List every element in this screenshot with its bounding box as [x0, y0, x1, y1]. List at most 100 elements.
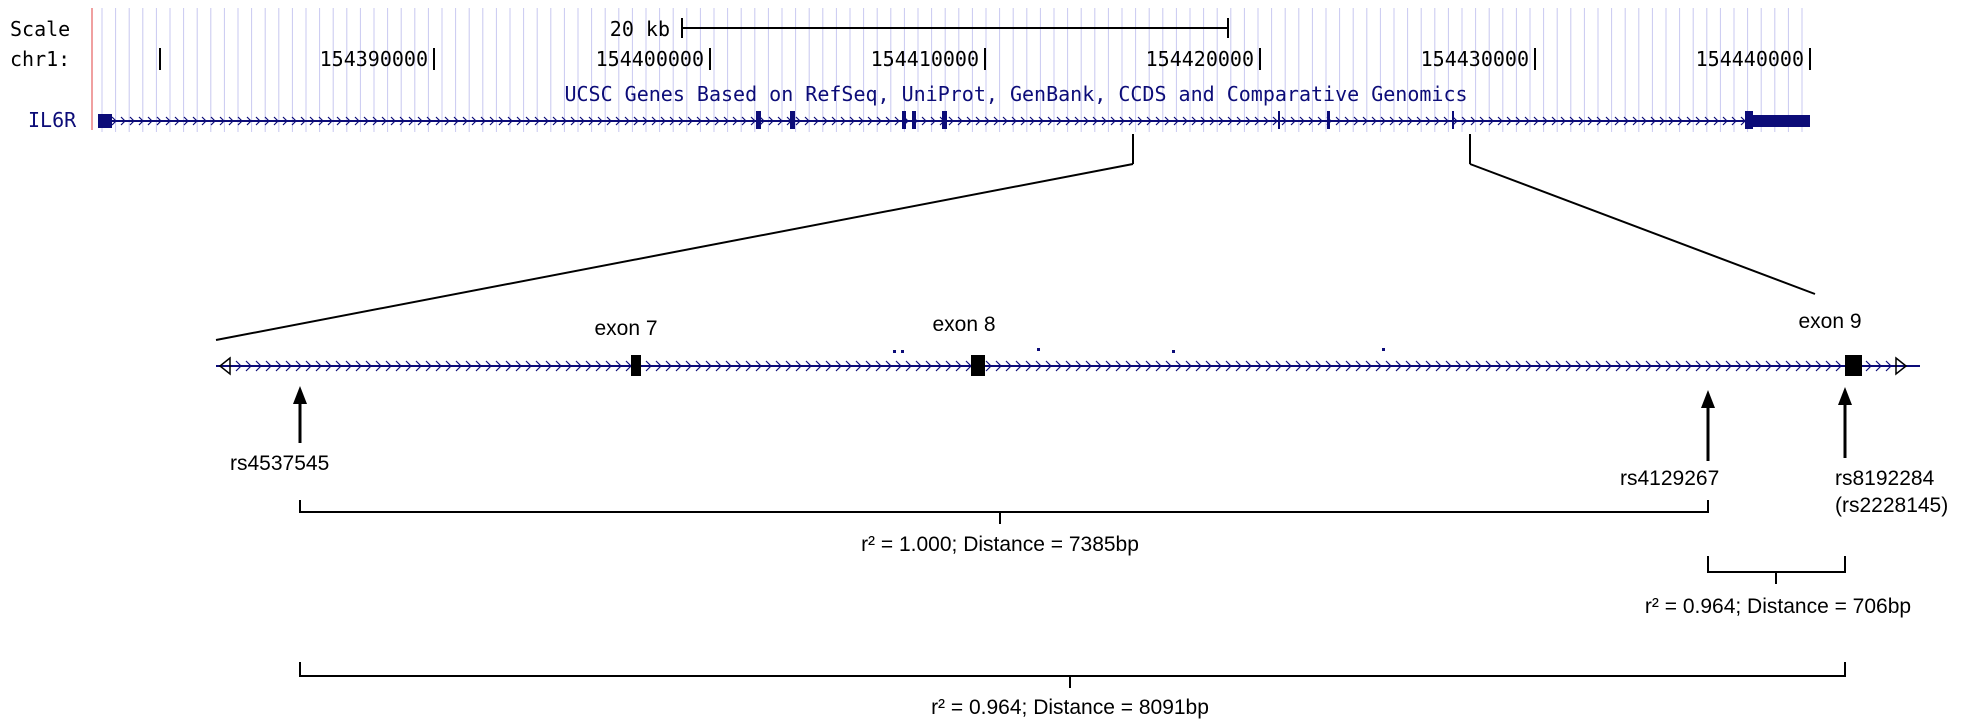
- strand-arrow: [957, 116, 963, 126]
- snp-arrow: [1838, 387, 1852, 458]
- position-label: 154430000: [1421, 47, 1529, 71]
- strand-arrow: [111, 116, 117, 126]
- strand-arrow: [1745, 360, 1752, 372]
- strand-arrow: [327, 116, 333, 126]
- strand-arrow: [885, 360, 892, 372]
- strand-arrow: [345, 360, 352, 372]
- strand-arrow: [675, 360, 682, 372]
- strand-arrow: [795, 116, 801, 126]
- strand-arrow: [1505, 360, 1512, 372]
- strand-arrow: [1815, 360, 1822, 372]
- strand-arrow: [575, 360, 582, 372]
- strand-arrow: [147, 116, 153, 126]
- strand-arrow: [645, 360, 652, 372]
- strand-arrow: [1395, 360, 1402, 372]
- strand-arrow: [1200, 116, 1206, 126]
- strand-arrow: [1475, 360, 1482, 372]
- strand-arrow: [1731, 116, 1737, 126]
- strand-arrow: [1263, 116, 1269, 126]
- strand-arrow: [1578, 116, 1584, 126]
- strand-arrow: [1272, 116, 1278, 126]
- strand-arrow: [1524, 116, 1530, 126]
- strand-arrow: [1551, 116, 1557, 126]
- strand-arrow: [633, 116, 639, 126]
- exon-8-label: exon 8: [932, 313, 995, 336]
- strand-arrow: [245, 360, 252, 372]
- strand-arrow: [435, 116, 441, 126]
- strand-arrow: [445, 360, 452, 372]
- strand-arrow: [1038, 116, 1044, 126]
- track-title: UCSC Genes Based on RefSeq, UniProt, Gen…: [564, 82, 1467, 106]
- strand-arrow: [845, 360, 852, 372]
- strand-arrow: [570, 116, 576, 126]
- strand-arrow: [1695, 116, 1701, 126]
- strand-arrow: [822, 116, 828, 126]
- strand-arrow: [255, 360, 262, 372]
- strand-arrow: [858, 116, 864, 126]
- strand-arrow: [1035, 360, 1042, 372]
- strand-arrow: [1285, 360, 1292, 372]
- strand-arrow: [955, 360, 962, 372]
- strand-arrow: [1344, 116, 1350, 126]
- strand-arrow: [750, 116, 756, 126]
- strand-arrow: [1479, 116, 1485, 126]
- strand-arrow: [1281, 116, 1287, 126]
- feature-dot: [893, 350, 896, 353]
- strand-arrow: [1465, 360, 1472, 372]
- strand-arrow: [1435, 360, 1442, 372]
- strand-arrow: [525, 360, 532, 372]
- strand-arrow: [966, 116, 972, 126]
- strand-arrow: [741, 116, 747, 126]
- strand-arrow: [395, 360, 402, 372]
- strand-arrow: [1587, 116, 1593, 126]
- strand-arrow: [1335, 360, 1342, 372]
- strand-arrow: [1623, 116, 1629, 126]
- strand-arrow: [435, 360, 442, 372]
- strand-arrow: [865, 360, 872, 372]
- strand-arrow: [1308, 116, 1314, 126]
- strand-arrow: [1209, 116, 1215, 126]
- exon-block: [942, 111, 947, 129]
- strand-arrow: [755, 360, 762, 372]
- gene-name-label: IL6R: [28, 108, 77, 132]
- snp-label: rs4129267: [1620, 467, 1719, 490]
- strand-arrow: [545, 360, 552, 372]
- snp-arrow: [293, 386, 307, 443]
- strand-arrow: [381, 116, 387, 126]
- strand-arrow: [1075, 360, 1082, 372]
- strand-arrow: [984, 116, 990, 126]
- strand-arrow: [1325, 360, 1332, 372]
- strand-arrow: [425, 360, 432, 372]
- strand-arrow: [1455, 360, 1462, 372]
- strand-arrow: [1605, 116, 1611, 126]
- strand-arrow: [1065, 116, 1071, 126]
- strand-arrow: [696, 116, 702, 126]
- position-label: 154420000: [1146, 47, 1254, 71]
- position-axis: 154390000 154400000 154410000 154420000 1544…: [320, 47, 1811, 71]
- strand-arrow: [1615, 360, 1622, 372]
- strand-arrow: [534, 116, 540, 126]
- strand-arrow: [597, 116, 603, 126]
- strand-arrow: [1495, 360, 1502, 372]
- strand-arrow: [1029, 116, 1035, 126]
- ld-label: r² = 0.964; Distance = 706bp: [1645, 595, 1911, 618]
- strand-arrow: [1225, 360, 1232, 372]
- strand-arrow: [375, 360, 382, 372]
- strand-arrow: [876, 116, 882, 126]
- strand-arrow: [1345, 360, 1352, 372]
- strand-arrow: [1119, 116, 1125, 126]
- strand-arrow: [555, 360, 562, 372]
- strand-arrow: [1545, 360, 1552, 372]
- strand-arrow: [775, 360, 782, 372]
- strand-arrow: [1146, 116, 1152, 126]
- strand-arrow: [835, 360, 842, 372]
- strand-arrow: [1002, 116, 1008, 126]
- strand-arrow: [1353, 116, 1359, 126]
- strand-arrow: [300, 116, 306, 126]
- strand-arrow: [455, 360, 462, 372]
- strand-arrow: [1095, 360, 1102, 372]
- strand-arrow: [264, 116, 270, 126]
- strand-arrow: [535, 360, 542, 372]
- strand-arrow: [156, 116, 162, 126]
